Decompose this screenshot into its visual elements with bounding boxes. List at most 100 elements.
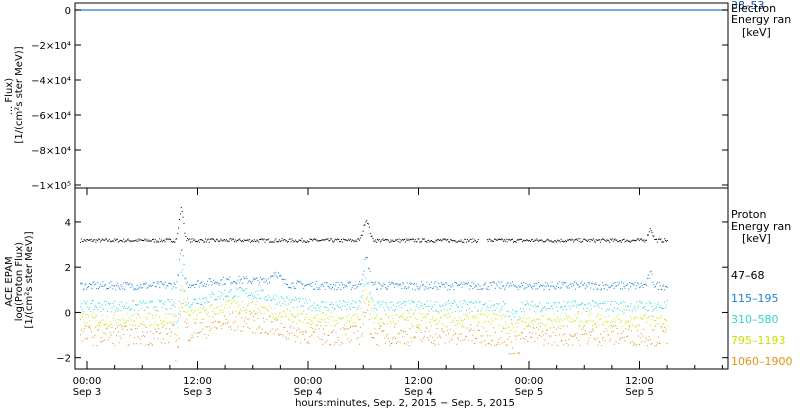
data-point <box>108 303 110 305</box>
data-point <box>85 325 87 327</box>
data-point <box>422 313 423 315</box>
data-point <box>473 317 475 319</box>
data-point <box>548 318 550 320</box>
data-point <box>215 320 216 322</box>
data-point <box>91 336 93 338</box>
data-point <box>533 285 535 287</box>
data-point <box>586 319 588 321</box>
data-point <box>134 304 136 306</box>
data-point <box>253 239 255 241</box>
data-point <box>551 241 553 243</box>
data-point <box>481 307 483 309</box>
data-point <box>305 298 306 300</box>
data-point <box>261 306 263 308</box>
data-point <box>637 317 639 319</box>
data-point <box>342 316 344 318</box>
data-point <box>100 336 102 338</box>
data-point <box>284 239 286 240</box>
data-point <box>154 328 156 330</box>
data-point <box>507 327 509 329</box>
data-point <box>602 323 603 325</box>
data-point <box>271 328 273 330</box>
data-point <box>368 268 370 270</box>
data-point <box>430 335 432 337</box>
data-point <box>426 241 428 243</box>
data-point <box>350 326 351 328</box>
data-point <box>99 306 101 308</box>
data-point <box>315 324 317 326</box>
data-point <box>535 306 537 308</box>
data-point <box>514 310 516 312</box>
data-point <box>296 322 297 324</box>
data-point <box>289 238 291 240</box>
data-point <box>329 344 331 346</box>
data-point <box>503 341 505 343</box>
data-point <box>361 314 363 316</box>
data-point <box>395 315 396 317</box>
data-point <box>459 283 461 285</box>
data-point <box>633 318 635 320</box>
data-point <box>265 281 267 283</box>
data-point <box>377 282 379 284</box>
data-point <box>255 291 257 292</box>
data-point <box>294 288 296 289</box>
data-point <box>610 322 612 324</box>
data-point <box>395 239 397 241</box>
data-point <box>147 313 149 314</box>
data-point <box>574 334 576 336</box>
data-point <box>462 303 464 305</box>
data-point <box>326 238 328 240</box>
data-point <box>346 308 348 310</box>
data-point <box>531 288 533 290</box>
data-point <box>613 318 615 320</box>
data-point <box>377 323 379 325</box>
data-point <box>525 336 527 337</box>
data-point <box>273 308 275 309</box>
data-point <box>296 315 298 317</box>
data-point <box>420 325 422 327</box>
data-point <box>547 283 549 285</box>
data-point <box>587 322 589 324</box>
data-point <box>119 335 121 337</box>
data-point <box>555 302 557 304</box>
data-point <box>465 314 467 316</box>
data-point <box>657 302 659 304</box>
data-point <box>413 302 415 303</box>
data-point <box>567 239 569 241</box>
data-point <box>564 333 566 335</box>
data-point <box>173 282 175 284</box>
data-point <box>286 338 288 340</box>
data-point <box>415 305 417 307</box>
data-point <box>112 343 114 344</box>
data-point <box>82 241 84 243</box>
data-point <box>415 283 417 285</box>
data-point <box>290 301 292 303</box>
data-point <box>596 289 598 291</box>
data-point <box>369 292 371 293</box>
data-point <box>277 319 279 321</box>
data-point <box>458 240 460 242</box>
data-point <box>260 298 261 300</box>
data-point <box>179 213 181 215</box>
data-point <box>449 241 450 243</box>
data-point <box>269 300 271 302</box>
data-point <box>135 343 137 345</box>
data-point <box>554 341 556 343</box>
data-point <box>141 287 143 289</box>
data-point <box>534 283 536 285</box>
data-point <box>573 241 575 243</box>
data-point <box>506 241 508 243</box>
data-point <box>117 331 119 333</box>
data-point <box>98 322 100 324</box>
data-point <box>323 239 324 241</box>
data-point <box>304 285 306 287</box>
data-point <box>610 303 612 305</box>
data-point <box>166 309 168 311</box>
data-point <box>139 238 141 240</box>
data-point <box>603 239 605 241</box>
data-point <box>344 239 346 241</box>
data-point <box>113 315 115 317</box>
data-point <box>512 241 514 243</box>
data-point <box>476 302 477 304</box>
data-point <box>377 332 378 334</box>
